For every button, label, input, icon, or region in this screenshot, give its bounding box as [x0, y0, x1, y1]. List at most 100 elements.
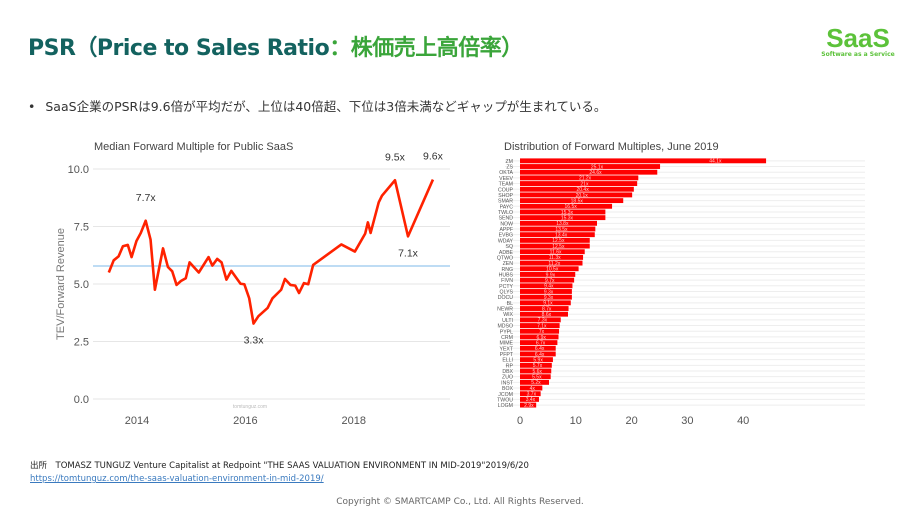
bar-send: [520, 215, 606, 221]
category-label: ZM: [506, 159, 514, 165]
bar-value-label: 9.3x: [544, 295, 554, 301]
category-label: ELLI: [502, 358, 513, 364]
bar-value-label: 11.3x: [549, 255, 561, 261]
bar-value-label: 9.4x: [544, 284, 554, 290]
bar-value-label: 20.1x: [576, 193, 589, 199]
y-tick-label: 7.5: [74, 222, 89, 234]
category-label: PCTY: [499, 284, 513, 290]
bar-value-label: 21x: [580, 181, 589, 187]
category-label: HUBS: [499, 272, 514, 278]
bar-wday: [520, 237, 590, 243]
category-label: ZUO: [502, 375, 513, 381]
category-label: SHOP: [498, 193, 513, 199]
y-tick-label: 0.0: [74, 394, 89, 406]
category-label: NEWR: [497, 307, 513, 313]
category-label: CRM: [501, 335, 513, 341]
source-link[interactable]: https://tomtunguz.com/the-saas-valuation…: [30, 474, 324, 484]
bar-zs: [520, 164, 661, 169]
category-label: MDSO: [497, 324, 513, 330]
bar-qlys: [520, 289, 572, 294]
bar-elli: [520, 357, 553, 363]
bar-mdso: [520, 323, 560, 328]
bar-value-label: 7x: [539, 329, 545, 335]
bar-value-label: 13.4x: [555, 233, 568, 239]
category-label: PFPT: [500, 352, 514, 358]
y-axis-label: TEV/Forward Revenue: [55, 228, 67, 340]
category-label: QLYS: [500, 290, 514, 296]
source-citation: 出所 TOMASZ TUNGUZ Venture Capitalist at R…: [30, 461, 529, 471]
bar-fivn: [520, 277, 575, 283]
bullet-icon: •: [28, 99, 36, 114]
bar-hubs: [520, 272, 576, 277]
bar-value-label: 21.2x: [579, 176, 592, 182]
bar-mime: [520, 340, 558, 346]
bar-team: [520, 181, 638, 186]
bar-qtwo: [520, 254, 584, 260]
bar-value-label: 13.8x: [556, 221, 569, 227]
category-label: SEND: [499, 216, 514, 222]
copyright: Copyright © SMARTCAMP Co., Ltd. All Righ…: [336, 497, 584, 507]
bar-newr: [520, 306, 569, 311]
bar-sq: [520, 243, 590, 249]
logo-sub: Software as a Service: [821, 51, 895, 58]
bar-value-label: 24.6x: [589, 170, 602, 176]
bar-evbg: [520, 232, 595, 238]
bar-rp: [520, 362, 552, 368]
category-label: RP: [506, 363, 514, 369]
bar-value-label: 4x: [530, 386, 536, 392]
bar-box: [520, 385, 543, 391]
data-label: 9.5x: [385, 151, 406, 163]
bar-wix: [520, 311, 568, 317]
category-label: VEEV: [499, 176, 513, 182]
bar-value-label: 6.9x: [536, 335, 546, 341]
bar-value-label: 5.7x: [533, 363, 543, 369]
category-label: YEXT: [499, 346, 513, 352]
y-tick-label: 10.0: [68, 164, 89, 176]
logo-main: SaaS: [826, 23, 890, 53]
bar-jcom: [520, 391, 541, 397]
category-label: PYPL: [500, 329, 513, 335]
bar-value-label: 11.2x: [548, 261, 560, 267]
bullet-point: • SaaS企業のPSRは9.6倍が平均だが、上位は40倍超、下位は3倍未満などギ…: [28, 96, 606, 115]
category-label: LOGM: [498, 403, 513, 409]
category-label: WDAY: [498, 238, 514, 244]
saas-logo: SaaS Software as a Service: [818, 25, 898, 58]
bar-value-label: 44.1x: [709, 159, 722, 165]
bar-value-label: 6.4x: [535, 352, 545, 358]
category-label: EVBG: [499, 233, 513, 239]
category-label: ULTI: [502, 318, 513, 324]
category-label: BL: [507, 301, 513, 307]
bar-bl: [520, 300, 571, 306]
bar-value-label: 6.7x: [536, 340, 546, 346]
bar-coup: [520, 186, 634, 192]
x-tick-label: 10: [570, 415, 582, 427]
bar-value-label: 9.7x: [545, 278, 555, 284]
bullet-text: SaaS企業のPSRは9.6倍が平均だが、上位は40倍超、下位は3倍未満などギャ…: [45, 99, 607, 114]
bar-zen: [520, 260, 583, 266]
bar-logm: [520, 402, 537, 408]
bar-value-label: 20.4x: [576, 187, 589, 193]
bar-value-label: 16.5x: [565, 204, 578, 210]
category-label: NOW: [500, 221, 513, 227]
x-tick-label: 40: [737, 415, 749, 427]
category-label: QTWO: [497, 255, 513, 261]
data-label: 9.6x: [423, 151, 444, 163]
category-label: TWLO: [498, 210, 513, 216]
title-english: PSR（Price to Sales Ratio: [28, 36, 330, 61]
category-label: ZS: [506, 165, 513, 171]
line-chart: Median Forward Multiple for Public SaaS 0…: [55, 141, 450, 427]
bar-value-label: 3.4x: [526, 397, 536, 403]
bar-twou: [520, 396, 539, 402]
category-label: ZEN: [503, 261, 514, 267]
y-tick-label: 5.0: [74, 279, 89, 291]
data-label: 7.1x: [398, 247, 419, 259]
category-label: WIX: [503, 312, 513, 318]
bar-pcty: [520, 283, 573, 289]
title-japanese: ：株価売上高倍率）: [329, 36, 523, 61]
line-chart-title: Median Forward Multiple for Public SaaS: [94, 141, 293, 153]
bar-value-label: 9.3x: [544, 289, 554, 295]
y-tick-label: 2.5: [74, 337, 89, 349]
bar-value-label: 13.5x: [555, 227, 568, 233]
bar-now: [520, 220, 598, 226]
category-label: ADBE: [499, 250, 514, 256]
